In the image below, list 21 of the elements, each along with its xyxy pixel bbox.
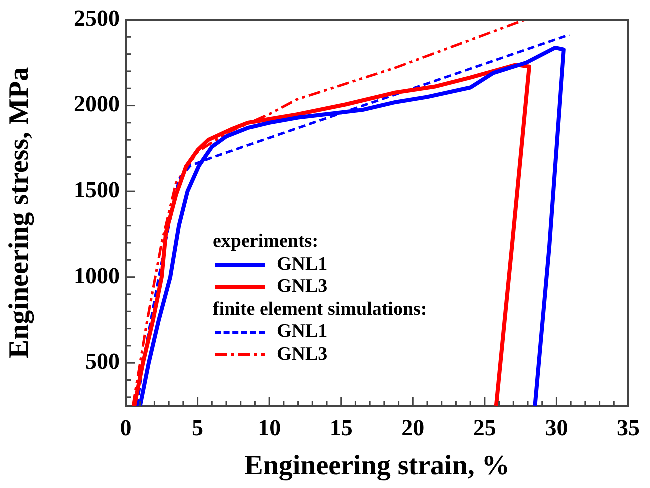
y-tick-label: 2000 <box>74 92 120 117</box>
y-tick-label: 2500 <box>74 6 120 31</box>
legend-label: GNL3 <box>277 344 328 366</box>
annotation: experiments: <box>213 231 320 254</box>
x-tick-label: 10 <box>258 416 282 441</box>
x-tick-label: 30 <box>545 416 568 441</box>
x-tick-label: 25 <box>473 416 496 441</box>
x-tick-label: 20 <box>402 416 425 441</box>
x-axis-title: Engineering strain, % <box>244 450 510 482</box>
x-tick-label: 0 <box>120 416 132 441</box>
y-axis-title: Engineering stress, MPa <box>4 67 36 359</box>
y-tick-label: 1000 <box>74 263 120 288</box>
x-tick-label: 15 <box>330 416 353 441</box>
x-tick-label: 5 <box>192 416 204 441</box>
x-tick-label: 35 <box>617 416 640 441</box>
legend-label: GNL3 <box>277 276 328 298</box>
legend-label: GNL1 <box>277 254 328 276</box>
y-tick-label: 1500 <box>74 177 120 202</box>
legend-label: GNL1 <box>277 321 328 344</box>
y-tick-label: 500 <box>86 349 120 374</box>
annotation: finite element simulations: <box>213 298 428 321</box>
